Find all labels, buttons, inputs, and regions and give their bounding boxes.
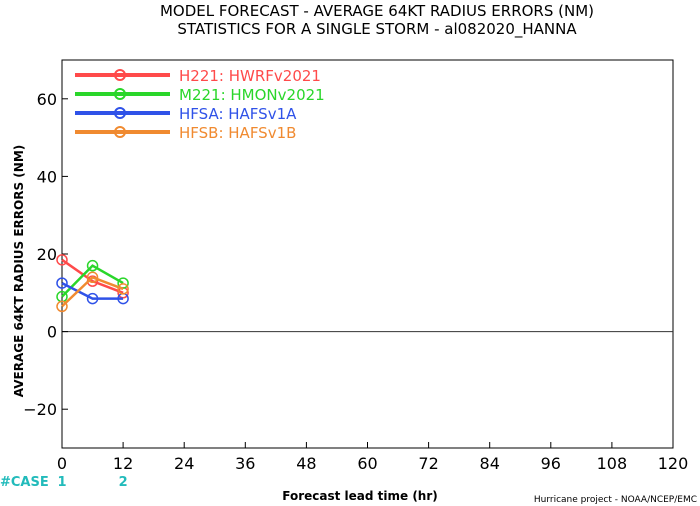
legend-marker [114,88,126,100]
x-tick-label: 72 [418,454,438,473]
x-tick-label: 120 [658,454,689,473]
legend-marker [114,107,126,119]
data-point [86,292,99,305]
x-tick-label: 60 [357,454,377,473]
x-tick-label: 36 [235,454,255,473]
legend-marker [114,126,126,138]
data-point [56,300,68,313]
x-tick-label: 0 [57,454,67,473]
data-point [56,277,68,289]
credit-text: Hurricane project - NOAA/NCEP/EMC [534,495,697,505]
legend-label: M221: HMONv2021 [179,86,325,104]
data-point [117,283,129,295]
x-tick-label: 24 [174,454,194,473]
data-point [86,271,99,284]
y-axis: −20 0 20 40 60 [23,90,68,419]
x-tick-label: 84 [480,454,500,473]
y-tick-label: 0 [47,323,57,342]
case-count: 2 [119,475,128,490]
x-tick-label: 108 [597,454,628,473]
x-tick-label: 12 [113,454,133,473]
x-tick-label: 48 [296,454,316,473]
data-point [56,254,68,266]
chart-title: MODEL FORECAST - AVERAGE 64KT RADIUS ERR… [160,2,594,20]
y-tick-label: 60 [37,90,57,109]
case-count: 1 [57,475,66,490]
series-line [61,275,124,308]
chart-subtitle: STATISTICS FOR A SINGLE STORM - al082020… [177,20,577,39]
legend-label: H221: HWRFv2021 [179,67,321,85]
y-tick-label: −20 [23,400,57,419]
series-line [61,264,124,298]
y-axis-label: AVERAGE 64KT RADIUS ERRORS (NM) [12,145,26,397]
case-label: #CASE [0,475,49,490]
data-point [86,259,99,272]
plot-border [61,59,674,449]
y-tick-label: 40 [37,167,57,186]
series-group [56,254,129,313]
case-row: #CASE 1 2 [0,475,128,490]
x-axis: 0 12 24 36 48 60 72 84 96 108 120 [57,442,688,473]
legend-label: HFSA: HAFSv1A [179,105,297,123]
legend-marker [114,69,126,81]
x-tick-label: 96 [541,454,561,473]
plot-area [61,59,674,449]
legend-label: HFSB: HAFSv1B [179,124,296,142]
series-line [61,258,124,294]
series-line [61,281,124,300]
y-tick-label: 20 [37,245,57,264]
x-axis-label: Forecast lead time (hr) [282,489,438,503]
